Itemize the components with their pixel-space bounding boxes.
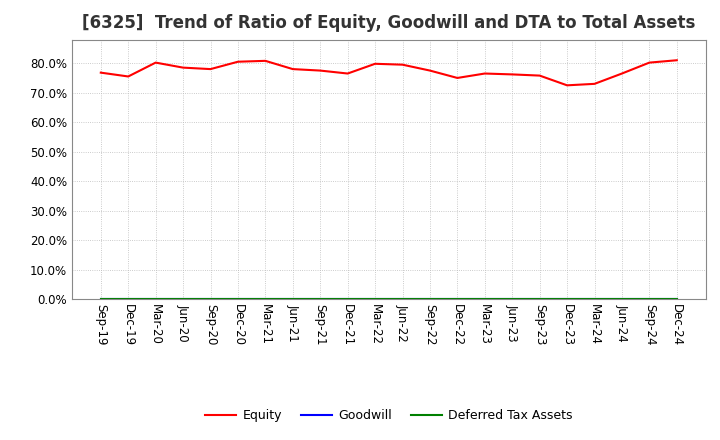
Equity [563,83,572,88]
Deferred Tax Assets [536,297,544,302]
Deferred Tax Assets [261,297,270,302]
Goodwill [151,297,160,302]
Equity [672,58,681,63]
Goodwill [536,297,544,302]
Equity [536,73,544,78]
Deferred Tax Assets [343,297,352,302]
Equity [426,68,434,73]
Equity [179,65,187,70]
Goodwill [645,297,654,302]
Equity [371,61,379,66]
Equity [453,75,462,81]
Deferred Tax Assets [124,297,132,302]
Equity [398,62,407,67]
Equity [480,71,489,76]
Deferred Tax Assets [289,297,297,302]
Goodwill [124,297,132,302]
Goodwill [316,297,325,302]
Equity [645,60,654,65]
Deferred Tax Assets [151,297,160,302]
Equity [151,60,160,65]
Equity [590,81,599,87]
Goodwill [453,297,462,302]
Equity [316,68,325,73]
Goodwill [343,297,352,302]
Legend: Equity, Goodwill, Deferred Tax Assets: Equity, Goodwill, Deferred Tax Assets [200,404,577,427]
Equity [124,74,132,79]
Equity [96,70,105,75]
Deferred Tax Assets [508,297,516,302]
Goodwill [618,297,626,302]
Goodwill [426,297,434,302]
Goodwill [398,297,407,302]
Deferred Tax Assets [453,297,462,302]
Goodwill [233,297,242,302]
Deferred Tax Assets [618,297,626,302]
Goodwill [563,297,572,302]
Deferred Tax Assets [371,297,379,302]
Goodwill [508,297,516,302]
Line: Equity: Equity [101,60,677,85]
Deferred Tax Assets [316,297,325,302]
Goodwill [261,297,270,302]
Deferred Tax Assets [590,297,599,302]
Goodwill [371,297,379,302]
Goodwill [590,297,599,302]
Deferred Tax Assets [426,297,434,302]
Deferred Tax Assets [672,297,681,302]
Title: [6325]  Trend of Ratio of Equity, Goodwill and DTA to Total Assets: [6325] Trend of Ratio of Equity, Goodwil… [82,15,696,33]
Goodwill [179,297,187,302]
Deferred Tax Assets [645,297,654,302]
Goodwill [289,297,297,302]
Goodwill [206,297,215,302]
Deferred Tax Assets [179,297,187,302]
Equity [233,59,242,64]
Equity [261,58,270,63]
Goodwill [96,297,105,302]
Deferred Tax Assets [563,297,572,302]
Deferred Tax Assets [480,297,489,302]
Deferred Tax Assets [398,297,407,302]
Deferred Tax Assets [233,297,242,302]
Goodwill [480,297,489,302]
Equity [206,66,215,72]
Equity [508,72,516,77]
Goodwill [672,297,681,302]
Equity [289,66,297,72]
Deferred Tax Assets [206,297,215,302]
Equity [343,71,352,76]
Deferred Tax Assets [96,297,105,302]
Equity [618,71,626,76]
